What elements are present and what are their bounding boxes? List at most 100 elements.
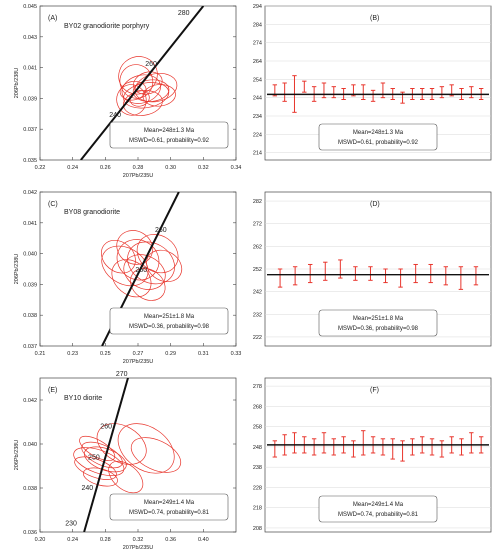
y-tick-label: 0.045 [23,4,37,10]
y-tick-label: 234 [253,114,262,120]
panel-f-weighted-mean: 208 218 228 238 248 258 268 278 (F) Mean=249±1.4 … [253,377,492,533]
y-tick-label: 0.038 [23,313,37,319]
y-axis-label: 206Pb/238U [14,68,20,99]
y-tick-label: 282 [253,199,262,205]
y-tick-label: 0.036 [23,530,37,536]
mswd-text: MSWD=0.74, probability=0.81 [129,510,210,516]
y-tick-label: 0.042 [23,190,37,196]
x-tick-label: 0.28 [133,165,144,171]
error-ellipse [79,435,116,461]
y-tick-label: 0.043 [23,35,37,41]
error-ellipse [116,84,147,116]
y-tick-label: 0.037 [23,344,37,350]
plot-area [73,378,182,532]
error-ellipse [108,460,144,494]
x-axis-label: 207Pb/235U [123,173,154,179]
mswd-text: MSWD=0.36, probability=0.98 [129,324,210,330]
y-tick-label: 0.039 [23,96,37,102]
error-ellipse [118,56,158,95]
error-ellipse [127,241,175,285]
panel-label: (C) [48,201,58,208]
concordia-curve [83,378,129,532]
x-tick-label: 0.30 [165,165,176,171]
error-ellipse [133,71,163,95]
x-tick-label: 0.29 [165,351,176,357]
error-ellipse [101,245,149,287]
y-tick-label: 0.042 [23,398,37,404]
y-tick-label: 218 [253,506,262,512]
x-tick-label: 0.33 [231,351,242,357]
y-tick-label: 244 [253,96,262,102]
age-label: 280 [178,10,190,17]
panel-label: (B) [370,15,379,22]
age-label: 260 [155,227,167,234]
panel-label: (D) [370,201,380,208]
sample-label: BY02 granodiorite porphyry [64,23,150,30]
x-tick-label: 0.23 [67,351,78,357]
error-ellipse [129,90,150,107]
age-label: 240 [82,485,94,492]
error-ellipse [146,249,183,283]
error-ellipse [101,239,136,274]
error-ellipse [119,80,147,101]
y-axis-label: 206Pb/238U [14,254,20,285]
panel-label: (F) [370,387,379,394]
x-tick-label: 0.21 [35,351,46,357]
sample-label: BY08 granodiorite [64,209,120,216]
y-tick-label: 264 [253,59,262,65]
mean-age-text: Mean=251±1.8 Ma [353,316,404,322]
y-tick-label: 254 [253,77,262,83]
y-tick-label: 0.037 [23,127,37,133]
x-tick-label: 0.24 [67,165,78,171]
result-box [318,309,438,337]
x-tick-label: 0.28 [100,537,111,543]
y-tick-label: 262 [253,244,262,250]
y-tick-label: 228 [253,485,262,491]
x-tick-label: 0.25 [100,351,111,357]
x-tick-label: 0.27 [133,351,144,357]
x-tick-label: 0.32 [198,165,209,171]
panel-label: (A) [48,15,57,22]
concordia-curve [80,6,205,160]
mean-age-text: Mean=249±1.4 Ma [144,500,195,506]
y-tick-label: 284 [253,22,262,28]
sample-label: BY10 diorite [64,395,102,402]
y-tick-label: 208 [253,526,262,532]
y-tick-label: 238 [253,465,262,471]
mean-age-text: Mean=251±1.8 Ma [144,314,195,320]
panel-b-weighted-mean: 214 224 234 244 254 264 274 284 294 (B) Mean=248±1… [253,4,492,161]
mean-age-text: Mean=248±1.3 Ma [144,128,195,134]
panel-label: (E) [48,387,57,394]
age-label: 260 [100,424,112,431]
y-tick-label: 0.039 [23,282,37,288]
plot-area [80,6,205,160]
y-tick-label: 0.035 [23,158,37,164]
x-tick-label: 0.31 [198,351,209,357]
y-tick-label: 272 [253,222,262,228]
error-ellipse [96,423,147,465]
y-tick-label: 0.038 [23,486,37,492]
mean-age-text: Mean=248±1.3 Ma [353,130,404,136]
y-axis-label: 206Pb/238U [14,440,20,471]
y-tick-label: 0.040 [23,252,37,258]
y-tick-label: 252 [253,267,262,273]
x-tick-label: 0.32 [133,537,144,543]
result-box [318,495,438,523]
y-tick-label: 268 [253,404,262,410]
result-box [109,307,229,335]
y-tick-label: 294 [253,4,262,10]
age-label: 230 [65,520,77,527]
error-ellipse [74,456,117,480]
plot-frame [264,377,492,533]
error-ellipse [81,441,123,469]
x-tick-label: 0.24 [67,537,78,543]
error-ellipse [132,79,170,102]
y-tick-label: 258 [253,425,262,431]
age-label: 250 [88,454,100,461]
y-tick-label: 274 [253,41,262,47]
x-axis-label: 207Pb/235U [123,545,154,550]
error-ellipse [142,84,176,107]
mswd-text: MSWD=0.36, probability=0.98 [338,326,419,332]
age-label: 270 [116,371,128,378]
x-tick-label: 0.40 [198,537,209,543]
